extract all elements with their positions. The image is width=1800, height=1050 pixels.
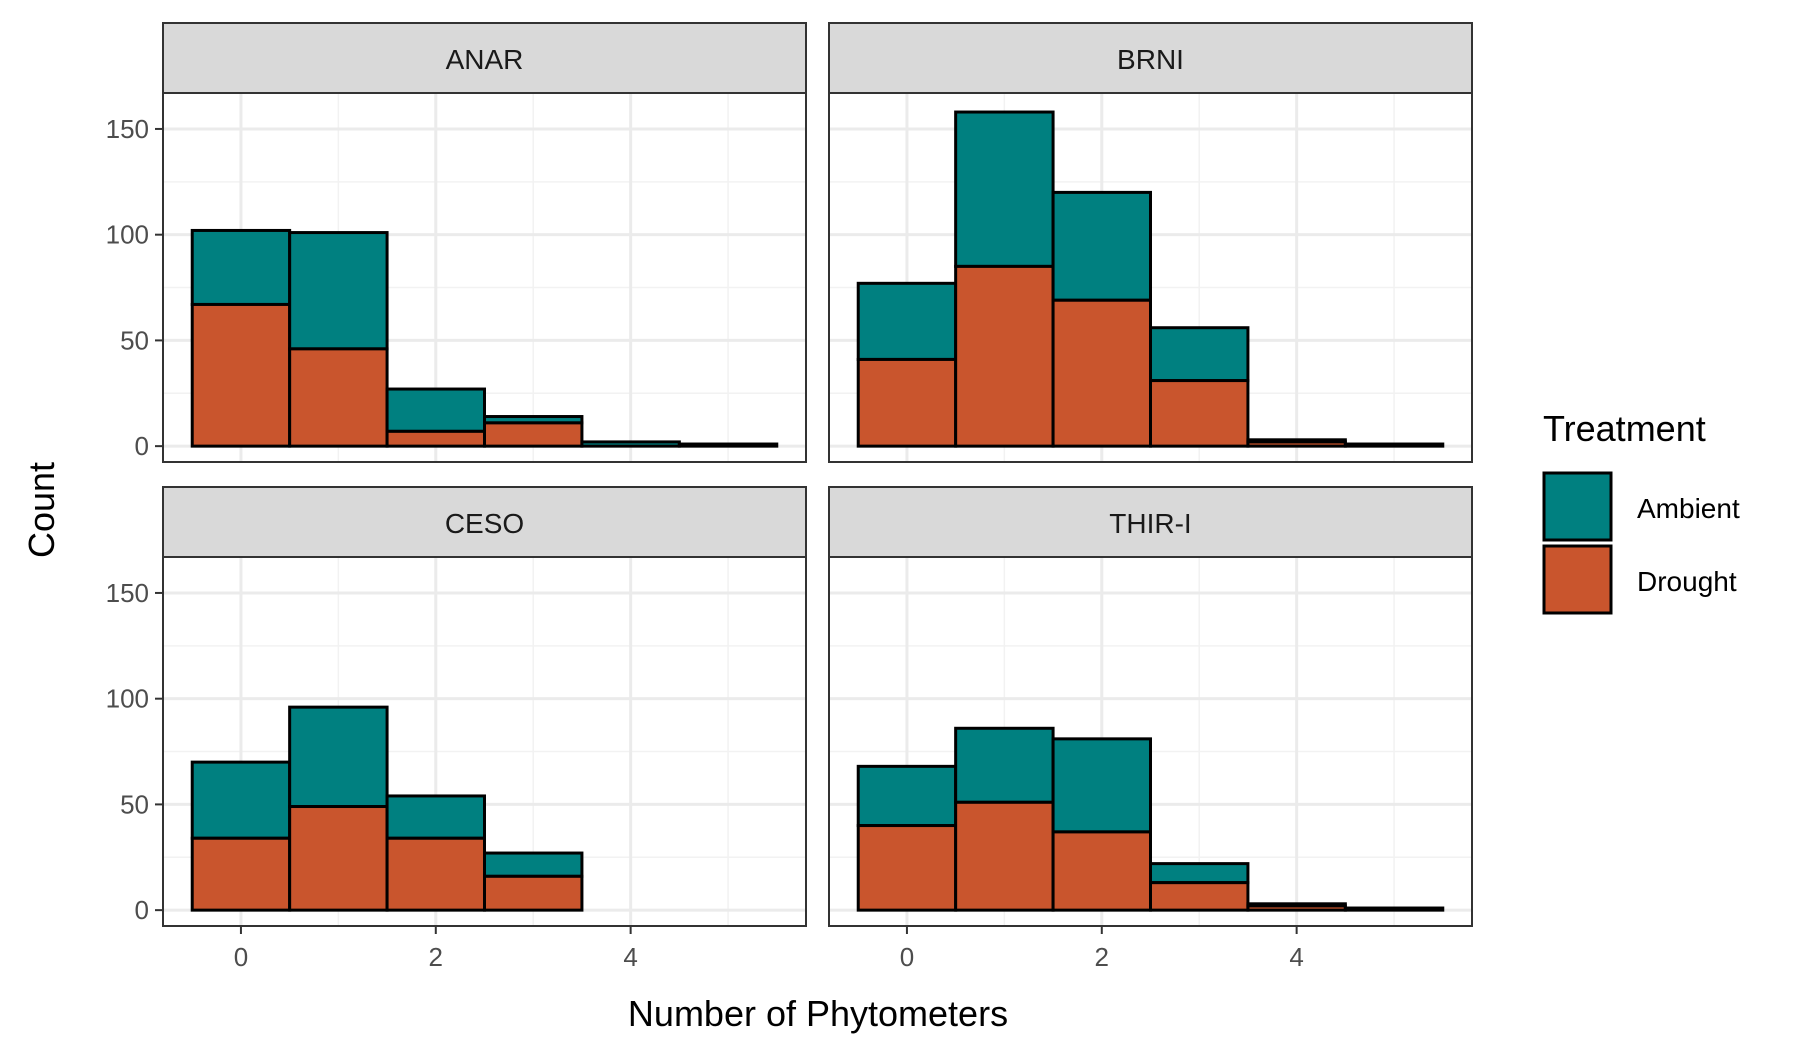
y-tick-label: 0 xyxy=(135,895,149,925)
bar-ambient-5 xyxy=(1343,906,1445,912)
strip-background xyxy=(162,22,807,94)
bar-ambient-0 xyxy=(856,281,958,361)
bar-drought-1 xyxy=(954,264,1055,448)
y-tick-label: 100 xyxy=(106,220,149,250)
bar-drought-3 xyxy=(1149,379,1250,448)
bar-ambient-1 xyxy=(954,110,1055,268)
y-tick-label: 50 xyxy=(120,789,149,819)
bar-ambient-0 xyxy=(190,228,292,306)
bar-drought-4 xyxy=(1246,904,1347,912)
x-tick-label: 4 xyxy=(1289,942,1303,972)
bar-drought-1 xyxy=(288,347,389,448)
strip-label-ceso: CESO xyxy=(445,508,524,539)
strip-label-thir-i: THIR-I xyxy=(1109,508,1191,539)
facet-anar: ANAR 0 50 100 150 xyxy=(106,22,807,463)
bar-ambient-3 xyxy=(1149,326,1250,383)
x-axis-title: Number of Phytometers xyxy=(628,993,1008,1034)
bar-drought-2 xyxy=(385,836,486,912)
strip-background xyxy=(828,22,1473,94)
bar-ambient-5 xyxy=(1343,442,1445,448)
legend-label-ambient: Ambient xyxy=(1637,493,1740,524)
y-tick-label: 150 xyxy=(106,578,149,608)
legend-title: Treatment xyxy=(1543,408,1706,449)
legend-swatch-drought xyxy=(1542,544,1613,615)
facet-thir-i: THIR-I 0 2 4 xyxy=(828,486,1473,972)
bar-ambient-2 xyxy=(385,387,486,433)
bar-ambient-1 xyxy=(288,231,389,351)
strip-label-anar: ANAR xyxy=(446,44,524,75)
bar-ambient-0 xyxy=(190,760,292,840)
bar-ambient-0 xyxy=(856,764,958,828)
facet-panels: ANAR 0 50 100 150 BRNI CESO 0 50 100 150 0 2 4 THIR-I 0… xyxy=(106,22,1473,972)
bar-drought-2 xyxy=(385,429,486,448)
y-axis-title: Count xyxy=(21,462,62,558)
bar-drought-3 xyxy=(483,421,584,448)
x-tick-label: 0 xyxy=(900,942,914,972)
bar-ambient-2 xyxy=(1051,190,1153,302)
bar-drought-2 xyxy=(1051,830,1153,912)
bar-drought-0 xyxy=(856,824,958,912)
bar-drought-0 xyxy=(190,302,292,448)
bar-ambient-3 xyxy=(1149,862,1250,885)
bar-ambient-1 xyxy=(954,726,1055,804)
bar-ambient-2 xyxy=(1051,737,1153,834)
y-tick-label: 0 xyxy=(135,431,149,461)
bar-drought-1 xyxy=(288,805,389,912)
x-tick-label: 2 xyxy=(1095,942,1109,972)
bar-drought-3 xyxy=(1149,881,1250,912)
x-tick-label: 4 xyxy=(623,942,637,972)
bar-drought-0 xyxy=(190,836,292,912)
strip-background xyxy=(162,486,807,558)
bar-drought-0 xyxy=(856,357,958,448)
facet-ceso: CESO 0 50 100 150 0 2 4 xyxy=(106,486,807,972)
legend-swatch-ambient xyxy=(1542,471,1613,542)
strip-background xyxy=(828,486,1473,558)
strip-label-brni: BRNI xyxy=(1117,44,1184,75)
y-tick-label: 100 xyxy=(106,684,149,714)
facet-brni: BRNI xyxy=(828,22,1473,463)
bar-ambient-2 xyxy=(385,794,486,840)
bar-ambient-4 xyxy=(580,440,681,448)
legend-label-drought: Drought xyxy=(1637,566,1737,597)
y-tick-label: 150 xyxy=(106,114,149,144)
bar-drought-3 xyxy=(483,874,584,912)
bar-ambient-5 xyxy=(677,442,779,448)
bar-ambient-1 xyxy=(288,705,389,809)
bar-ambient-3 xyxy=(483,851,584,878)
legend: Treatment Ambient Drought xyxy=(1542,408,1740,615)
y-tick-label: 50 xyxy=(120,325,149,355)
bar-drought-2 xyxy=(1051,298,1153,448)
x-tick-label: 0 xyxy=(234,942,248,972)
bar-drought-4 xyxy=(1246,440,1347,448)
bar-drought-1 xyxy=(954,800,1055,912)
x-tick-label: 2 xyxy=(429,942,443,972)
